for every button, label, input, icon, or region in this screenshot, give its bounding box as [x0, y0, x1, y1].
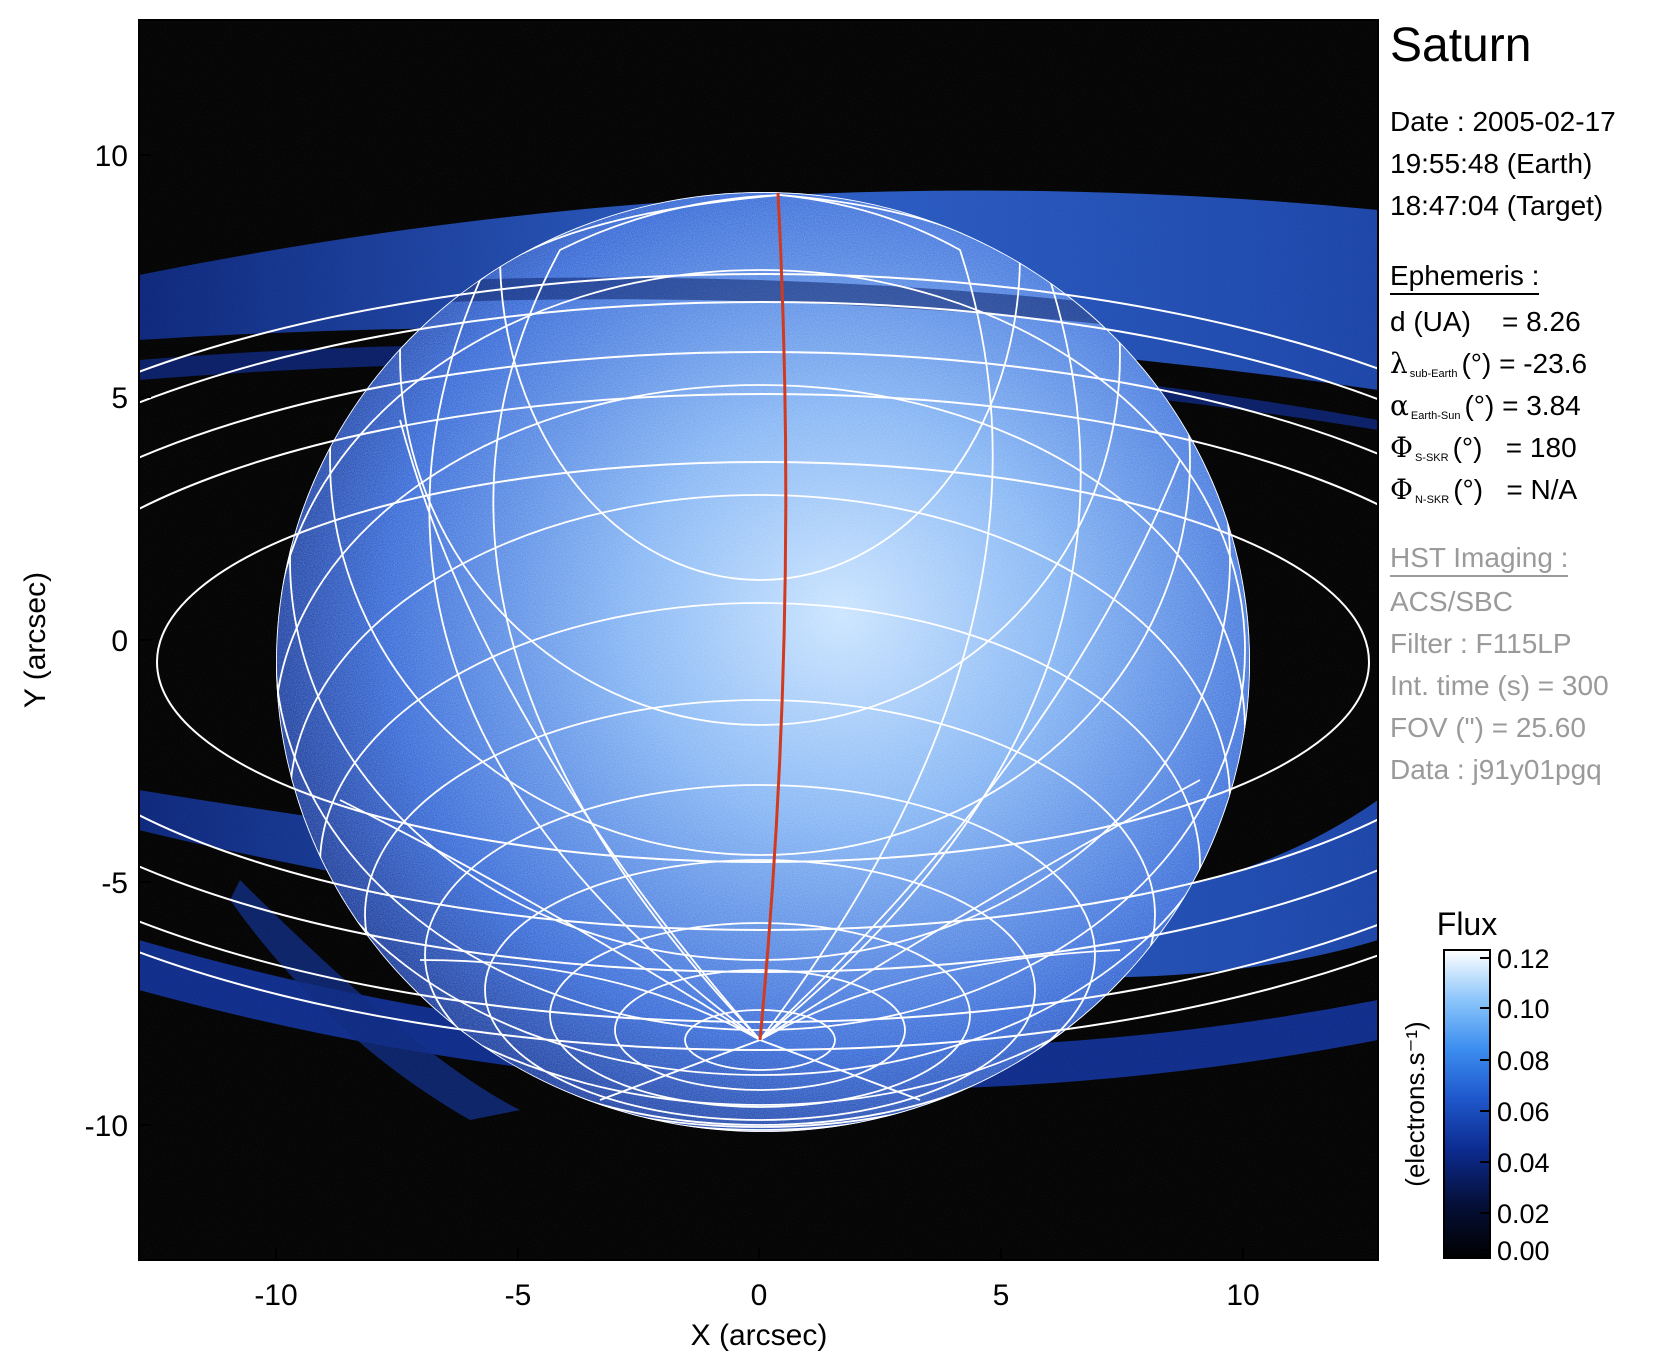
- colorbar-tick: 0.04: [1497, 1148, 1550, 1178]
- colorbar-tick: 0.08: [1497, 1046, 1550, 1076]
- x-tick-label: 5: [993, 1279, 1010, 1312]
- y-tick-label: -10: [85, 1110, 128, 1143]
- ephemeris-header: Ephemeris :: [1390, 260, 1540, 295]
- ephemeris-value: = 180: [1505, 432, 1577, 463]
- ephemeris-row: Φ N-SKR (°) = N/A: [1390, 474, 1577, 516]
- integration-time: Int. time (s) = 300: [1390, 670, 1609, 701]
- ephemeris-subscript: S-SKR: [1414, 452, 1449, 464]
- info-panel: Saturn Date : 2005-02-17 19:55:48 (Earth…: [1390, 0, 1677, 1367]
- instrument: ACS/SBC: [1390, 586, 1513, 617]
- y-tick-label: 0: [111, 625, 128, 658]
- x-axis: -10 -5 0 5 10 X (arcsec): [254, 1248, 1260, 1352]
- ephemeris-subscript: sub-Earth: [1409, 368, 1458, 380]
- y-tick-label: 5: [111, 382, 128, 415]
- ephemeris-value: = 3.84: [1502, 390, 1581, 421]
- colorbar-title: Flux: [1437, 906, 1497, 942]
- ephemeris-row: α Earth-Sun (°) = 3.84: [1390, 390, 1581, 432]
- x-tick-label: -10: [254, 1279, 297, 1312]
- ephemeris-unit: (°): [1464, 390, 1495, 421]
- ephemeris-symbol: Φ: [1390, 473, 1413, 506]
- ephemeris-row: d (UA) = 8.26: [1390, 306, 1581, 338]
- colorbar: Flux 0.12 0.10 0.08 0.06 0.04 0.02 0.00 …: [1400, 906, 1550, 1266]
- x-tick-label: -5: [505, 1279, 532, 1312]
- planet-grid: [276, 192, 1250, 1132]
- ephemeris-subscript: N-SKR: [1414, 494, 1450, 506]
- data-id: Data : j91y01pgq: [1390, 754, 1602, 785]
- ephemeris-value: = N/A: [1506, 474, 1578, 505]
- ephemeris-subscript: Earth-Sun: [1410, 410, 1461, 422]
- ephemeris-row: Φ S-SKR (°) = 180: [1390, 432, 1577, 474]
- target-time: 18:47:04 (Target): [1390, 190, 1604, 221]
- y-tick-label: 10: [95, 140, 128, 173]
- ephemeris-row: λ sub-Earth (°) = -23.6: [1390, 348, 1587, 390]
- field-of-view: FOV (") = 25.60: [1390, 712, 1586, 743]
- colorbar-tick: 0.06: [1497, 1097, 1550, 1127]
- target-title: Saturn: [1390, 19, 1532, 72]
- hst-header: HST Imaging :: [1390, 542, 1569, 577]
- y-tick-label: -5: [101, 867, 128, 900]
- central-meridian: [758, 192, 788, 1041]
- colorbar-gradient: [1443, 949, 1491, 1259]
- ephemeris-unit: (°): [1453, 474, 1484, 505]
- colorbar-tick: 0.02: [1497, 1199, 1550, 1229]
- x-axis-title: X (arcsec): [691, 1319, 828, 1352]
- ephemeris-symbol: Φ: [1390, 431, 1413, 464]
- colorbar-tick: 0.00: [1497, 1236, 1550, 1266]
- hst-image: [139, 20, 1378, 1260]
- x-tick-label: 10: [1226, 1279, 1259, 1312]
- ephemeris-value: = 8.26: [1502, 306, 1581, 337]
- colorbar-units: (electrons.s⁻¹): [1400, 1021, 1430, 1186]
- ephemeris-unit: (°): [1461, 348, 1492, 379]
- ephemeris-symbol: λ: [1390, 347, 1408, 380]
- filter: Filter : F115LP: [1390, 628, 1572, 659]
- ephemeris-symbol: d (UA): [1390, 306, 1471, 337]
- colorbar-tick: 0.12: [1497, 944, 1550, 974]
- colorbar-tick: 0.10: [1497, 994, 1550, 1024]
- ephemeris-value: = -23.6: [1499, 348, 1588, 379]
- ephemeris-unit: (°): [1452, 432, 1483, 463]
- ephemeris-symbol: α: [1390, 389, 1409, 422]
- y-axis: 10 5 0 -5 -10 Y (arcsec): [19, 140, 151, 1143]
- y-axis-title: Y (arcsec): [19, 572, 52, 708]
- earth-time: 19:55:48 (Earth): [1390, 148, 1593, 179]
- x-tick-label: 0: [751, 1279, 768, 1312]
- date-line: Date : 2005-02-17: [1390, 106, 1616, 137]
